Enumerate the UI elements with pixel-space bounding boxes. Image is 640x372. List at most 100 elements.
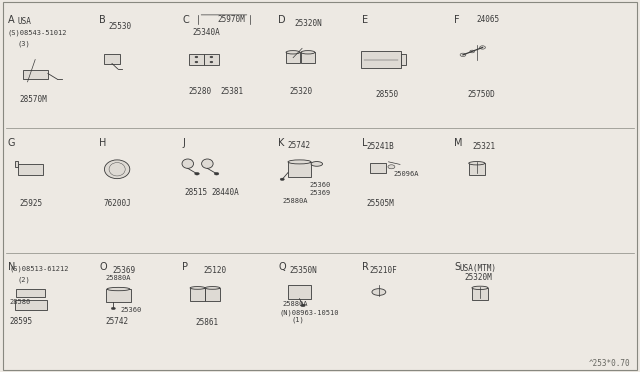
Text: S: S <box>454 262 461 272</box>
Bar <box>189 54 204 64</box>
Text: Q: Q <box>278 262 286 272</box>
Ellipse shape <box>301 51 315 54</box>
Text: G: G <box>8 138 15 148</box>
Bar <box>401 54 406 64</box>
Ellipse shape <box>104 160 130 179</box>
Text: F: F <box>454 15 460 25</box>
Text: 28595: 28595 <box>10 317 33 326</box>
Text: (N)08963-10510: (N)08963-10510 <box>279 310 339 316</box>
Bar <box>104 54 120 64</box>
Text: 25320M: 25320M <box>464 273 492 282</box>
Text: B: B <box>99 15 106 25</box>
Circle shape <box>460 53 466 57</box>
Text: M: M <box>454 138 463 148</box>
Text: 25360: 25360 <box>309 182 330 188</box>
Bar <box>190 288 205 301</box>
Bar <box>22 70 48 79</box>
Text: E: E <box>362 15 368 25</box>
Text: 25925: 25925 <box>19 199 42 208</box>
Text: 28550: 28550 <box>376 90 399 99</box>
Circle shape <box>280 178 284 180</box>
Text: K: K <box>278 138 285 148</box>
Text: C: C <box>182 15 189 25</box>
Text: USA(MTM): USA(MTM) <box>460 264 497 273</box>
Text: R: R <box>362 262 369 272</box>
Bar <box>15 300 47 310</box>
Text: L: L <box>362 138 367 148</box>
Text: (S)08543-51012: (S)08543-51012 <box>8 30 67 36</box>
Text: 25750D: 25750D <box>467 90 495 99</box>
Ellipse shape <box>107 287 130 291</box>
Ellipse shape <box>182 159 193 169</box>
Text: 25320: 25320 <box>289 87 312 96</box>
Bar <box>15 161 18 167</box>
Text: (1): (1) <box>291 317 304 323</box>
Text: 28440A: 28440A <box>211 188 239 197</box>
Bar <box>472 288 488 300</box>
Bar <box>204 54 219 64</box>
Text: O: O <box>99 262 107 272</box>
Text: 28580: 28580 <box>10 299 31 305</box>
Text: 25530: 25530 <box>109 22 132 31</box>
Text: 25861: 25861 <box>195 318 218 327</box>
Bar <box>286 52 300 63</box>
Ellipse shape <box>190 286 205 289</box>
Circle shape <box>111 307 115 310</box>
Text: 25970M: 25970M <box>218 15 245 24</box>
Text: 25880A: 25880A <box>106 275 131 280</box>
Circle shape <box>470 50 474 53</box>
Text: 25096A: 25096A <box>394 171 419 177</box>
Ellipse shape <box>109 163 125 176</box>
Text: (S)08513-61212: (S)08513-61212 <box>10 266 69 272</box>
Bar <box>106 289 131 302</box>
Text: 25742: 25742 <box>106 317 129 326</box>
Ellipse shape <box>205 286 220 289</box>
Text: N: N <box>8 262 15 272</box>
Text: ^253*0.70: ^253*0.70 <box>589 359 630 368</box>
Text: 25280: 25280 <box>189 87 212 96</box>
Text: D: D <box>278 15 286 25</box>
Text: (2): (2) <box>18 276 31 282</box>
Circle shape <box>480 46 486 49</box>
Text: 25241B: 25241B <box>366 142 394 151</box>
Text: H: H <box>99 138 107 148</box>
Circle shape <box>195 61 198 63</box>
Text: P: P <box>182 262 188 272</box>
Circle shape <box>301 304 305 307</box>
Circle shape <box>388 165 395 169</box>
Bar <box>361 51 401 68</box>
Ellipse shape <box>472 286 488 289</box>
Text: 28570M: 28570M <box>19 95 47 104</box>
Text: 25742: 25742 <box>287 141 310 150</box>
Text: 25880A: 25880A <box>282 301 308 307</box>
Text: 25320N: 25320N <box>294 19 322 28</box>
Text: 76200J: 76200J <box>104 199 131 208</box>
Text: USA: USA <box>18 17 32 26</box>
Bar <box>18 164 44 174</box>
Ellipse shape <box>286 51 300 54</box>
Text: 25505M: 25505M <box>366 199 394 208</box>
Text: 25120: 25120 <box>204 266 227 275</box>
Text: 24065: 24065 <box>477 15 500 24</box>
Circle shape <box>195 56 198 58</box>
Text: 25210F: 25210F <box>370 266 397 275</box>
Bar <box>288 162 311 177</box>
Ellipse shape <box>311 161 323 166</box>
Text: 25350N: 25350N <box>289 266 317 275</box>
Text: J: J <box>182 138 185 148</box>
Bar <box>301 52 315 63</box>
Ellipse shape <box>372 289 386 295</box>
Bar <box>468 163 485 175</box>
Ellipse shape <box>468 161 485 165</box>
Text: 25340A: 25340A <box>192 28 220 37</box>
Circle shape <box>210 61 212 63</box>
Text: 28515: 28515 <box>184 188 207 197</box>
Text: A: A <box>8 15 14 25</box>
Text: 25381: 25381 <box>221 87 244 96</box>
Circle shape <box>210 56 212 58</box>
Bar <box>17 289 45 297</box>
Text: 25360: 25360 <box>120 307 141 313</box>
Bar <box>369 163 386 173</box>
Text: 25321: 25321 <box>472 142 495 151</box>
Text: 25369: 25369 <box>112 266 135 275</box>
